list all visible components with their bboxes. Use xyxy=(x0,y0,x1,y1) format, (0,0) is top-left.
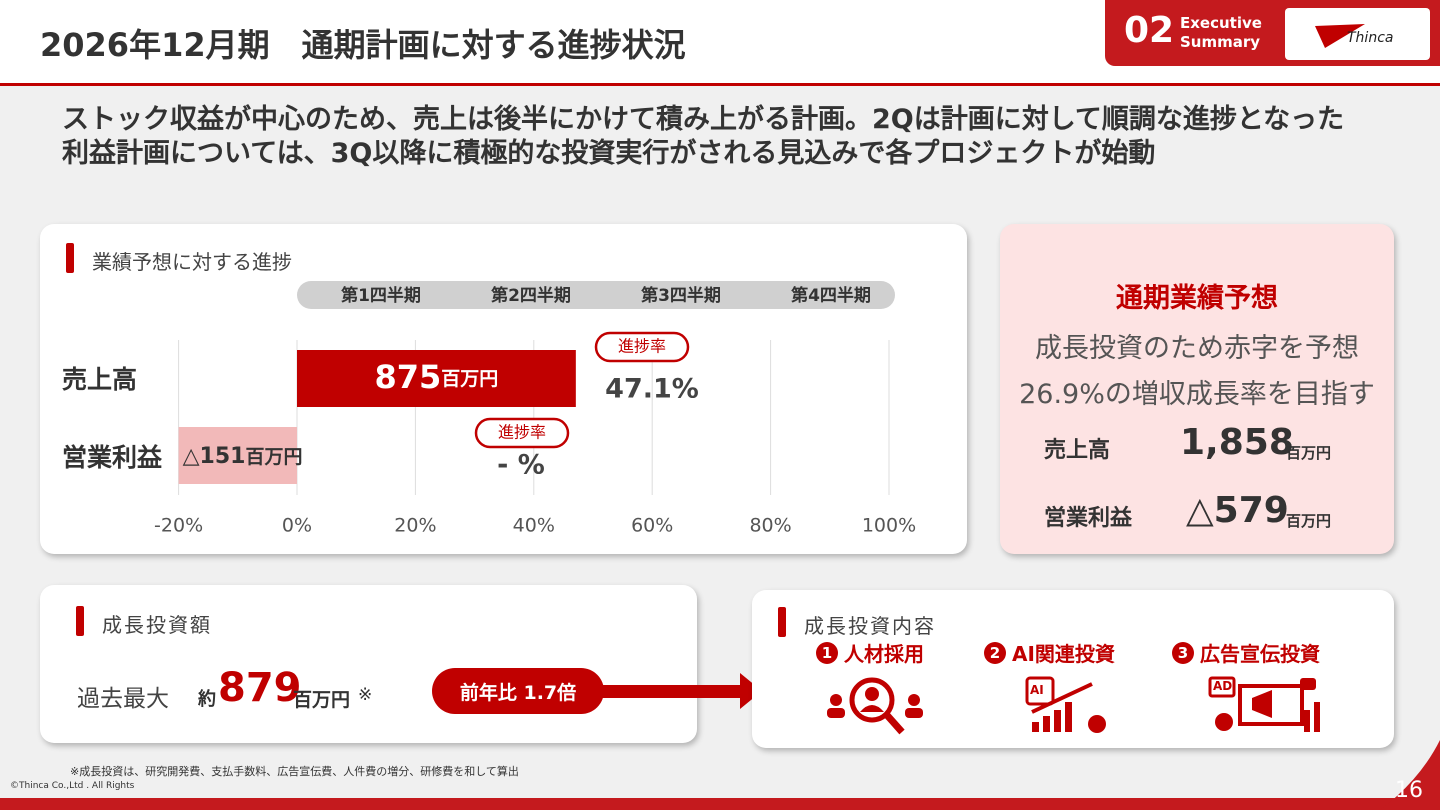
progress-panel: 業績予想に対する進捗 第1四半期 第2四半期 第3四半期 第4四半期 -20% 0% 20%… xyxy=(40,224,967,554)
investment-panel: 成長投資額 過去最大 約 879 百万円 ※ xyxy=(40,585,697,743)
x-tick-label: 60% xyxy=(631,515,673,537)
x-tick-label: 0% xyxy=(282,515,312,537)
x-tick-label: 80% xyxy=(749,515,791,537)
item-label: 広告宣伝投資 xyxy=(1200,642,1320,666)
footnote: ※成長投資は、研究開発費、支払手数料、広告宣伝費、人件費の増分、研修費を和して算… xyxy=(70,765,519,778)
content-panel: 成長投資内容 1 人材採用 2 AI関連投資 AI 3 広告宣伝投資 AD xyxy=(752,590,1394,748)
content-item: 1 人材採用 xyxy=(816,638,924,667)
x-tick-label: 100% xyxy=(862,515,916,537)
amount-unit: 百万円 xyxy=(441,368,498,390)
content-item: 2 AI関連投資 xyxy=(984,638,1115,667)
progress-label: 47.1% xyxy=(605,374,699,405)
forecast-line: 成長投資のため赤字を予想 xyxy=(1035,333,1359,364)
progress-tag: 進捗率 xyxy=(618,337,666,356)
forecast-row-unit: 百万円 xyxy=(1286,512,1332,530)
section-label-line: Summary xyxy=(1180,33,1261,51)
corner-shape xyxy=(1380,740,1440,810)
progress-chart: 第1四半期 第2四半期 第3四半期 第4四半期 -20% 0% 20% 40% 60% 80% 10… xyxy=(62,281,916,537)
progress-label: - % xyxy=(497,450,545,481)
page-number: 16 xyxy=(1395,778,1423,803)
period-label: 第3四半期 xyxy=(640,285,721,306)
logo-mark xyxy=(1315,24,1365,48)
forecast-row-unit: 百万円 xyxy=(1286,444,1332,462)
amount-value: 875 xyxy=(375,358,442,396)
forecast-row-value: △579 xyxy=(1186,490,1289,531)
x-tick-label: 40% xyxy=(513,515,555,537)
amount-label: △151百万円 xyxy=(183,444,303,469)
period-label: 第2四半期 xyxy=(490,285,571,306)
icon-text: AI xyxy=(1030,683,1044,697)
lead-text: ストック収益が中心のため、売上は後半にかけて積み上がる計画。2Qは計画に対して順… xyxy=(62,103,1344,171)
lead-line: 利益計画については、3Q以降に積極的な投資実行がされる見込みで各プロジェクトが始… xyxy=(62,138,1156,169)
bar xyxy=(297,350,576,407)
item-label: AI関連投資 xyxy=(1012,642,1115,666)
icon-people xyxy=(827,677,923,735)
panel-title: 業績予想に対する進捗 xyxy=(66,243,292,275)
period-label: 第4四半期 xyxy=(790,285,871,306)
investment-prefix: 約 xyxy=(198,689,216,710)
x-tick-label: -20% xyxy=(154,515,203,537)
section-number: 02 xyxy=(1124,10,1175,51)
x-tick-label: 20% xyxy=(394,515,436,537)
item-number: 2 xyxy=(984,641,1006,664)
bar xyxy=(178,427,297,484)
content-icons xyxy=(827,676,1320,735)
forecast-panel: 通期業績予想 成長投資のため赤字を予想 26.9%の増収成長率を目指す 売上高 … xyxy=(1000,224,1394,554)
copyright: ©Thinca Co.,Ltd . All Rights xyxy=(10,781,135,791)
panel-title: 成長投資内容 xyxy=(778,607,936,639)
amount-label: 875百万円 xyxy=(375,358,499,396)
period-label: 第1四半期 xyxy=(340,285,421,306)
icon-text: AD xyxy=(1213,679,1233,693)
item-label: 人材採用 xyxy=(844,642,924,666)
investment-mark: ※ xyxy=(358,685,373,705)
section-label-line: Executive xyxy=(1180,14,1262,32)
lead-line: ストック収益が中心のため、売上は後半にかけて積み上がる計画。2Qは計画に対して順… xyxy=(62,104,1345,135)
comparison-arrow xyxy=(432,668,762,714)
slide-title: 2026年12月期 通期計画に対する進捗状況 xyxy=(40,26,686,64)
investment-label: 過去最大 xyxy=(77,686,169,712)
forecast-row-label: 売上高 xyxy=(1044,438,1111,463)
amount-unit: 百万円 xyxy=(245,446,302,468)
progress-tag: 進捗率 xyxy=(498,423,546,442)
section-label: Executive Summary xyxy=(1180,14,1262,52)
category-label: 営業利益 xyxy=(62,443,163,472)
forecast-row-value: 1,858 xyxy=(1180,422,1294,463)
icon-ai xyxy=(1025,676,1106,733)
panel-title: 成長投資額 xyxy=(76,606,212,638)
category-label: 売上高 xyxy=(62,365,137,394)
period-band xyxy=(297,281,895,309)
investment-value: 879 xyxy=(218,665,302,711)
progress-tag-box xyxy=(594,331,690,363)
logo-text: Thinca xyxy=(1347,30,1394,46)
content-item: 3 広告宣伝投資 xyxy=(1172,638,1320,667)
item-number: 3 xyxy=(1172,641,1194,664)
forecast-title: 通期業績予想 xyxy=(1116,283,1278,314)
investment-unit: 百万円 xyxy=(293,689,351,711)
progress-tag-box xyxy=(474,417,570,449)
forecast-line: 26.9%の増収成長率を目指す xyxy=(1019,379,1375,410)
forecast-row-label: 営業利益 xyxy=(1044,506,1133,531)
item-number: 1 xyxy=(816,641,838,664)
footer-bar xyxy=(0,798,1440,810)
logo-box: Thinca xyxy=(1285,8,1430,60)
comparison-label: 前年比 1.7倍 xyxy=(459,682,577,704)
icon-ad xyxy=(1208,676,1320,732)
amount-value: △151 xyxy=(183,444,246,469)
